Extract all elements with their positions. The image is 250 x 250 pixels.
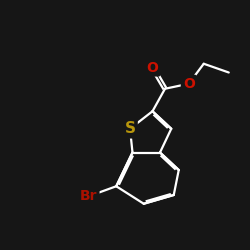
Text: O: O bbox=[146, 60, 158, 74]
Text: S: S bbox=[124, 121, 136, 136]
Text: Br: Br bbox=[80, 189, 98, 203]
Text: O: O bbox=[183, 77, 195, 91]
